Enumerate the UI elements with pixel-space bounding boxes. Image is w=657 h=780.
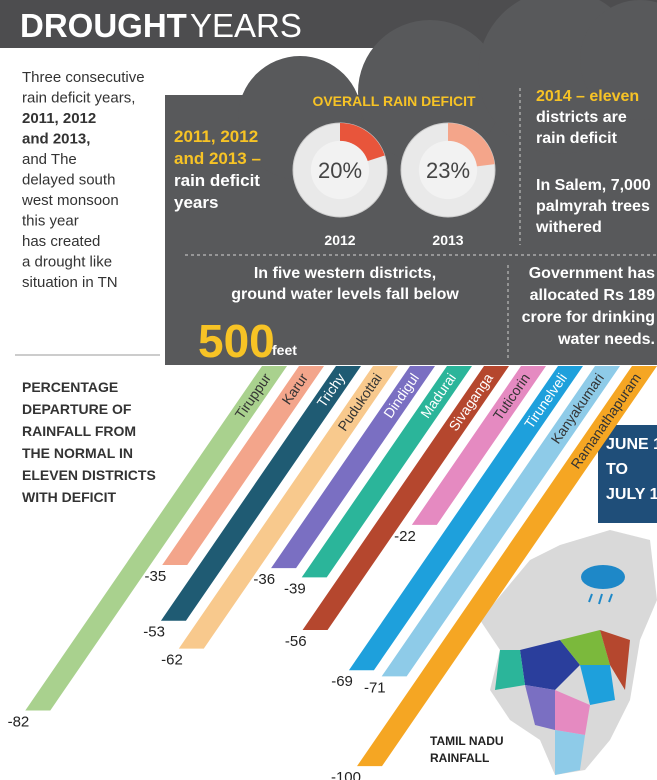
intro-line: has created: [22, 233, 100, 250]
salem: withered: [535, 219, 602, 236]
period: TO: [606, 461, 628, 478]
value-label: -69: [331, 673, 353, 690]
map-label: TAMIL NADU: [430, 734, 504, 748]
overall-title: OVERALL RAIN DEFICIT: [312, 93, 476, 109]
deficit-years: rain deficit: [174, 171, 260, 190]
salem: palmyrah trees: [536, 198, 650, 215]
dividers: [185, 88, 657, 360]
period-box: [598, 425, 657, 523]
cloud-panel: [165, 0, 657, 365]
bar: [178, 366, 398, 649]
bar: [348, 366, 583, 671]
intro-line: west monsoon: [21, 192, 119, 209]
title: YEARS: [190, 7, 302, 44]
deficit-years: 2011, 2012: [174, 127, 258, 146]
depth: 500: [198, 315, 275, 367]
bar: [411, 366, 546, 525]
chart-title: ELEVEN DISTRICTS: [22, 467, 156, 483]
value-label: -35: [145, 568, 167, 585]
deficit-years: years: [174, 193, 218, 212]
intro-line: this year: [22, 213, 79, 230]
pie-value: 20%: [318, 158, 362, 183]
period: JUNE 1: [606, 436, 657, 453]
bar: [162, 366, 324, 566]
pie-year: 2013: [432, 232, 463, 248]
pie-center: [418, 140, 478, 200]
pie-year: 2012: [324, 232, 355, 248]
government: crore for drinking: [522, 309, 655, 326]
bar: [381, 366, 620, 677]
government: allocated Rs 189: [530, 287, 656, 304]
value-label: -39: [284, 580, 306, 597]
government: water needs.: [557, 331, 655, 348]
salem: In Salem, 7,000: [536, 177, 651, 194]
value-label: -56: [285, 633, 307, 650]
chart-title: DEPARTURE OF: [22, 401, 132, 417]
government: Government has: [529, 265, 655, 282]
bar: [357, 366, 657, 767]
bar: [301, 366, 472, 578]
value-label: -62: [161, 652, 183, 669]
ground-water: In five western districts,: [254, 265, 436, 282]
chart-title: PERCENTAGE: [22, 379, 118, 395]
value-label: -71: [364, 679, 386, 696]
pie-center: [310, 140, 370, 200]
bar: [25, 366, 288, 711]
pie-value: 23%: [426, 158, 470, 183]
intro-line: situation in TN: [22, 274, 118, 291]
intro-line: Three consecutive: [22, 69, 145, 86]
ground-water: ground water levels fall below: [231, 286, 459, 303]
intro-line: a drought like: [22, 254, 112, 271]
chart-title: THE NORMAL IN: [22, 445, 133, 461]
bar: [160, 366, 361, 621]
title: DROUGHT: [20, 7, 187, 44]
value-label: -36: [253, 571, 275, 588]
intro-line: and The: [22, 151, 77, 168]
depth-unit: feet: [272, 342, 297, 358]
value-label: -53: [143, 624, 165, 641]
tamil-nadu-map: [480, 530, 657, 775]
intro-line: 2011, 2012: [22, 110, 96, 127]
districts-2014: rain deficit: [536, 130, 618, 147]
value-label: -100: [331, 769, 361, 780]
value-label: -82: [8, 713, 30, 730]
bar: [302, 366, 509, 630]
chart-title: WITH DEFICIT: [22, 489, 117, 505]
period: JULY 16: [606, 486, 657, 503]
value-label: -22: [394, 528, 416, 545]
bar: [271, 366, 435, 569]
deficit-years: and 2013 –: [174, 149, 261, 168]
chart-title: RAINFALL FROM: [22, 423, 136, 439]
map-label: RAINFALL: [430, 751, 489, 765]
intro-line: delayed south: [22, 172, 115, 189]
intro-line: rain deficit years,: [22, 90, 135, 107]
districts-2014: districts are: [536, 109, 627, 126]
intro-line: and 2013,: [22, 131, 90, 148]
districts-2014: 2014 – eleven: [536, 88, 639, 105]
